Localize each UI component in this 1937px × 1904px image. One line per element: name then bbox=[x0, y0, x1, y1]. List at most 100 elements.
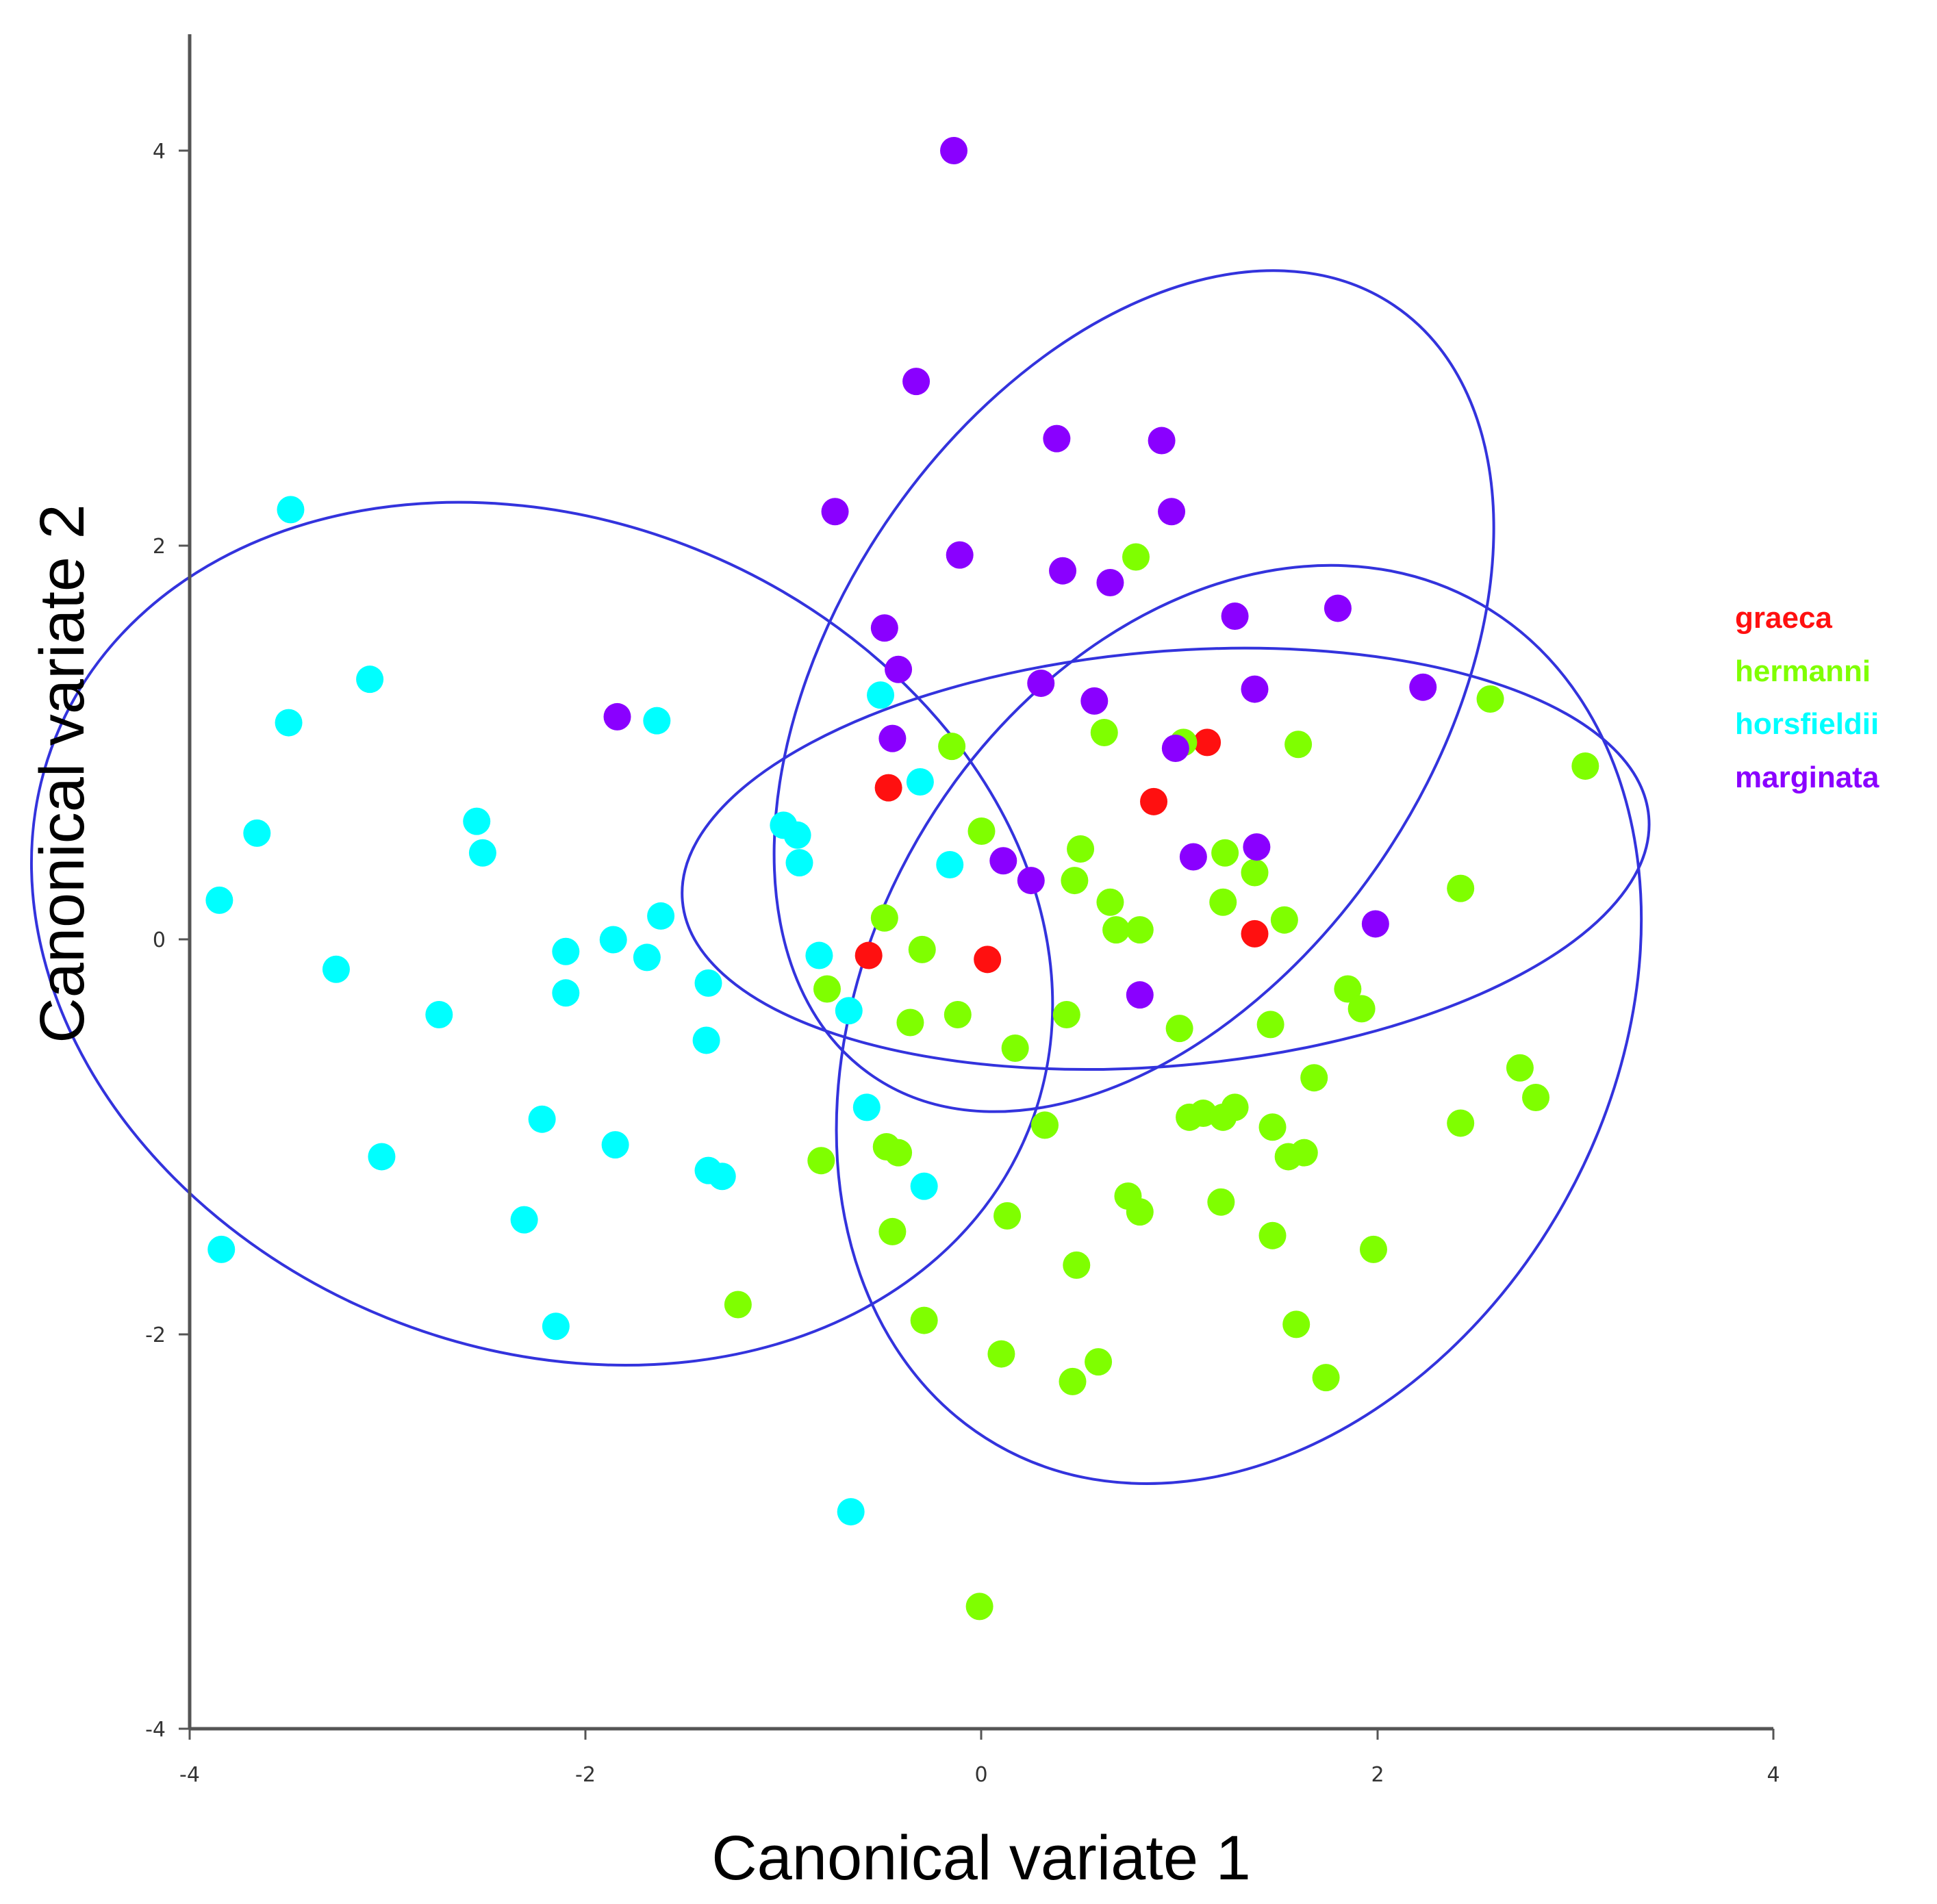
point-hermanni bbox=[938, 733, 966, 761]
point-marginata bbox=[1027, 669, 1055, 697]
point-marginata bbox=[1043, 424, 1071, 453]
point-marginata bbox=[1324, 594, 1352, 622]
point-horsfieldii bbox=[694, 969, 722, 997]
point-hermanni bbox=[967, 817, 996, 846]
point-hermanni bbox=[1284, 731, 1313, 759]
point-hermanni bbox=[1571, 752, 1599, 780]
point-horsfieldii bbox=[552, 979, 580, 1007]
point-hermanni bbox=[1126, 1198, 1154, 1226]
point-horsfieldii bbox=[277, 496, 305, 524]
point-marginata bbox=[989, 847, 1017, 875]
ellipse-marginata bbox=[772, 269, 1495, 1113]
point-horsfieldii bbox=[601, 1131, 629, 1159]
point-hermanni bbox=[1258, 1221, 1287, 1249]
point-hermanni bbox=[1085, 1348, 1113, 1376]
point-marginata bbox=[946, 541, 974, 569]
point-hermanni bbox=[1347, 995, 1376, 1023]
point-hermanni bbox=[813, 975, 841, 1003]
point-horsfieldii bbox=[528, 1105, 556, 1133]
point-hermanni bbox=[1090, 718, 1118, 746]
point-horsfieldii bbox=[708, 1163, 736, 1191]
point-graeca bbox=[1193, 728, 1221, 757]
point-hermanni bbox=[1241, 859, 1269, 887]
point-marginata bbox=[1049, 557, 1077, 585]
point-horsfieldii bbox=[837, 1498, 865, 1526]
point-horsfieldii bbox=[805, 941, 833, 969]
point-hermanni bbox=[1059, 1367, 1087, 1395]
point-marginata bbox=[1361, 910, 1389, 938]
point-marginata bbox=[1161, 735, 1189, 763]
point-horsfieldii bbox=[906, 768, 934, 796]
point-hermanni bbox=[1359, 1235, 1387, 1263]
point-horsfieldii bbox=[468, 839, 496, 867]
point-horsfieldii bbox=[633, 943, 661, 972]
point-hermanni bbox=[1096, 888, 1124, 916]
x-tick-label: -2 bbox=[575, 1763, 596, 1787]
x-tick-label: 4 bbox=[1767, 1763, 1780, 1787]
point-horsfieldii bbox=[463, 807, 491, 835]
legend-entry-graeca: graeca bbox=[1735, 601, 1832, 635]
point-marginata bbox=[870, 614, 898, 642]
point-graeca bbox=[974, 945, 1002, 974]
point-marginata bbox=[821, 498, 849, 526]
point-horsfieldii bbox=[599, 926, 627, 954]
point-hermanni bbox=[1126, 916, 1154, 944]
point-hermanni bbox=[1270, 906, 1298, 934]
point-horsfieldii bbox=[910, 1172, 938, 1200]
point-graeca bbox=[1140, 787, 1168, 815]
point-marginata bbox=[1221, 602, 1249, 630]
point-marginata bbox=[1179, 843, 1207, 871]
legend-entry-hermanni: hermanni bbox=[1735, 655, 1871, 688]
point-horsfieldii bbox=[368, 1143, 396, 1171]
point-hermanni bbox=[1300, 1064, 1328, 1092]
x-axis-title: Canonical variate 1 bbox=[711, 1823, 1251, 1893]
point-hermanni bbox=[908, 935, 936, 963]
point-hermanni bbox=[1207, 1188, 1235, 1216]
x-tick-label: 2 bbox=[1371, 1763, 1384, 1787]
point-graeca bbox=[854, 941, 883, 969]
point-hermanni bbox=[910, 1306, 938, 1334]
point-horsfieldii bbox=[322, 955, 350, 983]
point-hermanni bbox=[1282, 1310, 1311, 1338]
legend-entry-marginata: marginata bbox=[1735, 761, 1879, 794]
point-horsfieldii bbox=[867, 681, 895, 709]
point-horsfieldii bbox=[356, 665, 384, 694]
point-marginata bbox=[1158, 498, 1186, 526]
x-tick-label: -4 bbox=[179, 1763, 200, 1787]
point-hermanni bbox=[1334, 975, 1362, 1003]
point-hermanni bbox=[1312, 1364, 1340, 1392]
point-hermanni bbox=[1221, 1093, 1249, 1121]
point-hermanni bbox=[878, 1217, 907, 1245]
point-horsfieldii bbox=[275, 709, 303, 737]
y-tick-label: 2 bbox=[153, 535, 166, 559]
point-hermanni bbox=[993, 1202, 1022, 1230]
point-horsfieldii bbox=[692, 1026, 720, 1054]
y-tick-label: 4 bbox=[153, 140, 166, 164]
point-horsfieldii bbox=[510, 1206, 538, 1234]
y-tick-label: -4 bbox=[145, 1718, 166, 1742]
point-horsfieldii bbox=[425, 1000, 453, 1028]
point-hermanni bbox=[1209, 888, 1237, 916]
point-marginata bbox=[940, 137, 968, 164]
point-hermanni bbox=[724, 1291, 752, 1319]
point-hermanni bbox=[1447, 1109, 1475, 1137]
point-hermanni bbox=[870, 904, 898, 932]
point-marginata bbox=[1017, 867, 1045, 895]
point-marginata bbox=[1126, 981, 1154, 1009]
point-graeca bbox=[1241, 919, 1269, 948]
ellipse-horsfieldii bbox=[29, 500, 1054, 1367]
point-horsfieldii bbox=[785, 849, 813, 877]
point-hermanni bbox=[965, 1592, 993, 1621]
point-hermanni bbox=[1165, 1015, 1193, 1043]
ellipse-hermanni bbox=[835, 563, 1643, 1485]
point-horsfieldii bbox=[552, 937, 580, 965]
point-horsfieldii bbox=[936, 851, 964, 879]
point-graeca bbox=[874, 774, 902, 802]
point-hermanni bbox=[1256, 1011, 1284, 1039]
point-hermanni bbox=[1506, 1054, 1534, 1082]
point-horsfieldii bbox=[243, 819, 271, 847]
point-marginata bbox=[902, 368, 930, 396]
y-tick-label: 0 bbox=[153, 928, 166, 952]
ellipse-graeca bbox=[681, 646, 1651, 1071]
